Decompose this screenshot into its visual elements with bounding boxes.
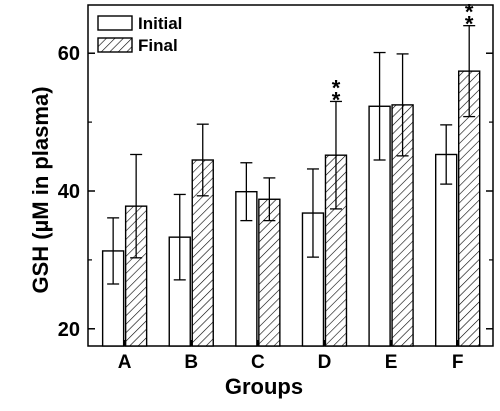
y-axis-title: GSH (µM in plasma) bbox=[28, 86, 53, 293]
x-tick-label-E: E bbox=[385, 352, 398, 373]
significance-marker-F: * bbox=[465, 0, 474, 25]
significance-marker-F: * bbox=[465, 12, 474, 37]
legend-swatch-final bbox=[97, 37, 133, 53]
x-tick-label-A: A bbox=[118, 352, 132, 373]
y-tick-label-60: 60 bbox=[58, 43, 80, 65]
x-tick-label-D: D bbox=[318, 352, 332, 373]
x-tick-label-F: F bbox=[452, 352, 464, 373]
y-tick-label-40: 40 bbox=[58, 181, 80, 203]
x-tick-label-C: C bbox=[251, 352, 265, 373]
y-tick-label-20: 20 bbox=[58, 319, 80, 341]
significance-marker-D: * bbox=[332, 75, 341, 100]
bar-final-C bbox=[258, 198, 281, 347]
plot-frame bbox=[87, 4, 494, 347]
legend-label-initial: Initial bbox=[138, 14, 182, 33]
legend-swatch-initial bbox=[97, 15, 133, 31]
x-tick-label-B: B bbox=[184, 352, 198, 373]
legend-label-final: Final bbox=[138, 36, 178, 55]
x-axis-title: Groups bbox=[225, 374, 303, 399]
significance-marker-D: * bbox=[332, 87, 341, 112]
